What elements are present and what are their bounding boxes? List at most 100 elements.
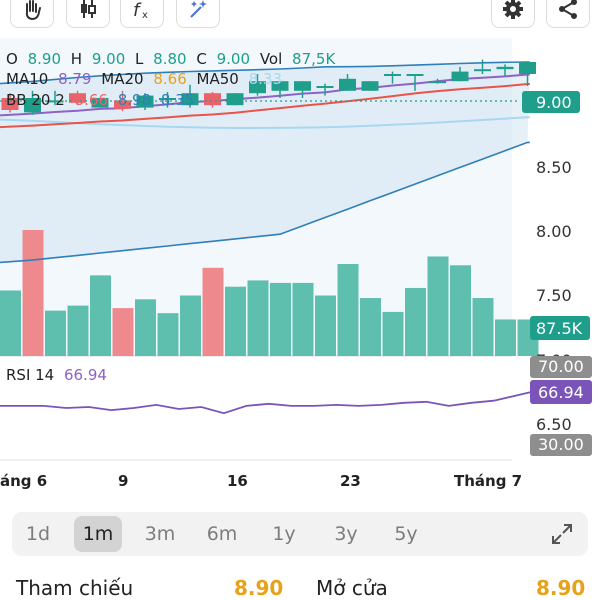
open-price-value: 8.90 [536, 576, 586, 600]
reference-price-label: Tham chiếu [16, 576, 134, 600]
candle-body [226, 93, 244, 106]
rsi-value-badge [530, 380, 592, 404]
rsi-value-label: 66.94 [538, 383, 584, 402]
volume-bar [22, 230, 44, 356]
chart-type-button[interactable] [66, 0, 110, 28]
volume-bar [360, 298, 381, 356]
candle-body [496, 66, 514, 70]
bollinger-lower-line [0, 141, 530, 264]
candle-body [114, 100, 131, 109]
price-chart[interactable]: O 8.90 H 9.00 L 8.80 C 9.00 Vol 87,5K MA… [0, 38, 600, 500]
bollinger-band-fill [0, 62, 530, 263]
candle-body [361, 81, 379, 91]
x-tick-label: 9 [118, 472, 128, 490]
expand-icon[interactable] [550, 522, 574, 546]
candle-body [159, 98, 176, 100]
period-option-3m[interactable]: 3m [144, 523, 176, 545]
volume-bar [0, 290, 21, 356]
candle-body [294, 81, 311, 91]
volume-bar [45, 310, 66, 356]
period-selector: 1d 1m 3m 6m 1y 3y 5y [12, 512, 588, 556]
candle-body [271, 81, 289, 91]
candle-body [406, 74, 424, 76]
volume-bar [135, 299, 156, 356]
ma-legend: MA10 8.79 MA20 8.66 MA50 8.33 [6, 70, 282, 88]
price-tick-label: 8.50 [536, 158, 572, 177]
volume-bar [450, 265, 471, 356]
rsi-line [0, 389, 540, 415]
candle-body [181, 93, 199, 106]
open-price-label: Mở cửa [316, 576, 388, 600]
volume-bar [292, 282, 314, 356]
volume-bar [382, 311, 404, 356]
x-tick-label: Tháng 7 [454, 472, 522, 490]
volume-bar [225, 286, 246, 356]
candle-body [69, 93, 86, 103]
x-tick-label: 23 [340, 472, 361, 490]
volume-bar [157, 313, 179, 356]
share-button[interactable] [546, 0, 590, 28]
rsi-legend: RSI 14 66.94 [6, 366, 107, 384]
ohlc-legend: O 8.90 H 9.00 L 8.80 C 9.00 Vol 87,5K [6, 50, 336, 68]
current-price-badge [522, 91, 580, 113]
volume-bar [337, 264, 359, 356]
volume-bar [405, 287, 426, 356]
period-option-5y[interactable]: 5y [394, 523, 418, 545]
volume-bars [0, 230, 539, 356]
bollinger-upper-line [0, 61, 530, 85]
rsi-70-badge [530, 356, 592, 378]
x-tick-label: áng 6 [0, 472, 47, 490]
volume-bar [270, 282, 291, 356]
period-option-3y[interactable]: 3y [334, 523, 358, 545]
gear-icon [503, 0, 523, 19]
settings-button[interactable] [491, 0, 535, 28]
hand-icon [25, 0, 41, 21]
period-option-1d[interactable]: 1d [25, 523, 51, 545]
rsi-70-label: 70.00 [538, 357, 584, 376]
volume-bar [315, 295, 336, 356]
volume-badge-label: 87.5K [536, 319, 583, 338]
volume-bar [472, 298, 494, 356]
chart-canvas: O 8.90 H 9.00 L 8.80 C 9.00 Vol 87,5K MA… [0, 38, 592, 490]
candle-body [474, 69, 491, 72]
candle-body [429, 81, 446, 84]
price-tick-label: 8.00 [536, 222, 572, 241]
current-price-badge-label: 9.00 [536, 93, 572, 112]
period-option-6m[interactable]: 6m [206, 523, 238, 545]
rsi-30-badge [530, 434, 592, 456]
volume-bar [180, 295, 201, 356]
candlesticks [1, 59, 536, 115]
candle-body [249, 81, 266, 94]
x-tick-label: 16 [227, 472, 248, 490]
candle-body [204, 93, 221, 106]
candle-body [384, 74, 401, 76]
reference-price-value: 8.90 [234, 576, 284, 600]
ma50-line [0, 116, 530, 129]
draw-tool-button[interactable] [10, 0, 54, 28]
candle-body [316, 86, 334, 88]
rsi-30-label: 30.00 [538, 435, 584, 454]
candle-body [451, 71, 469, 82]
volume-bar [90, 275, 111, 356]
period-option-1y[interactable]: 1y [272, 523, 296, 545]
price-tick-label: 7.50 [536, 286, 572, 305]
period-option-1m[interactable]: 1m [74, 516, 122, 552]
svg-text:x: x [142, 10, 148, 21]
ma20-line [0, 83, 530, 129]
volume-bar [202, 267, 224, 356]
volume-bar [247, 280, 269, 356]
bb-legend: BB 20 2 8.66 8.98 8.35 [6, 91, 194, 109]
magic-tool-button[interactable] [176, 0, 220, 28]
candle-body [339, 78, 356, 91]
candle-body [91, 98, 109, 108]
volume-badge [530, 316, 590, 340]
share-icon [559, 0, 577, 19]
volume-bar [112, 308, 134, 356]
candle-body [519, 62, 536, 74]
volume-bar [427, 256, 449, 356]
candlestick-icon [81, 0, 96, 18]
volume-bar [67, 305, 89, 356]
